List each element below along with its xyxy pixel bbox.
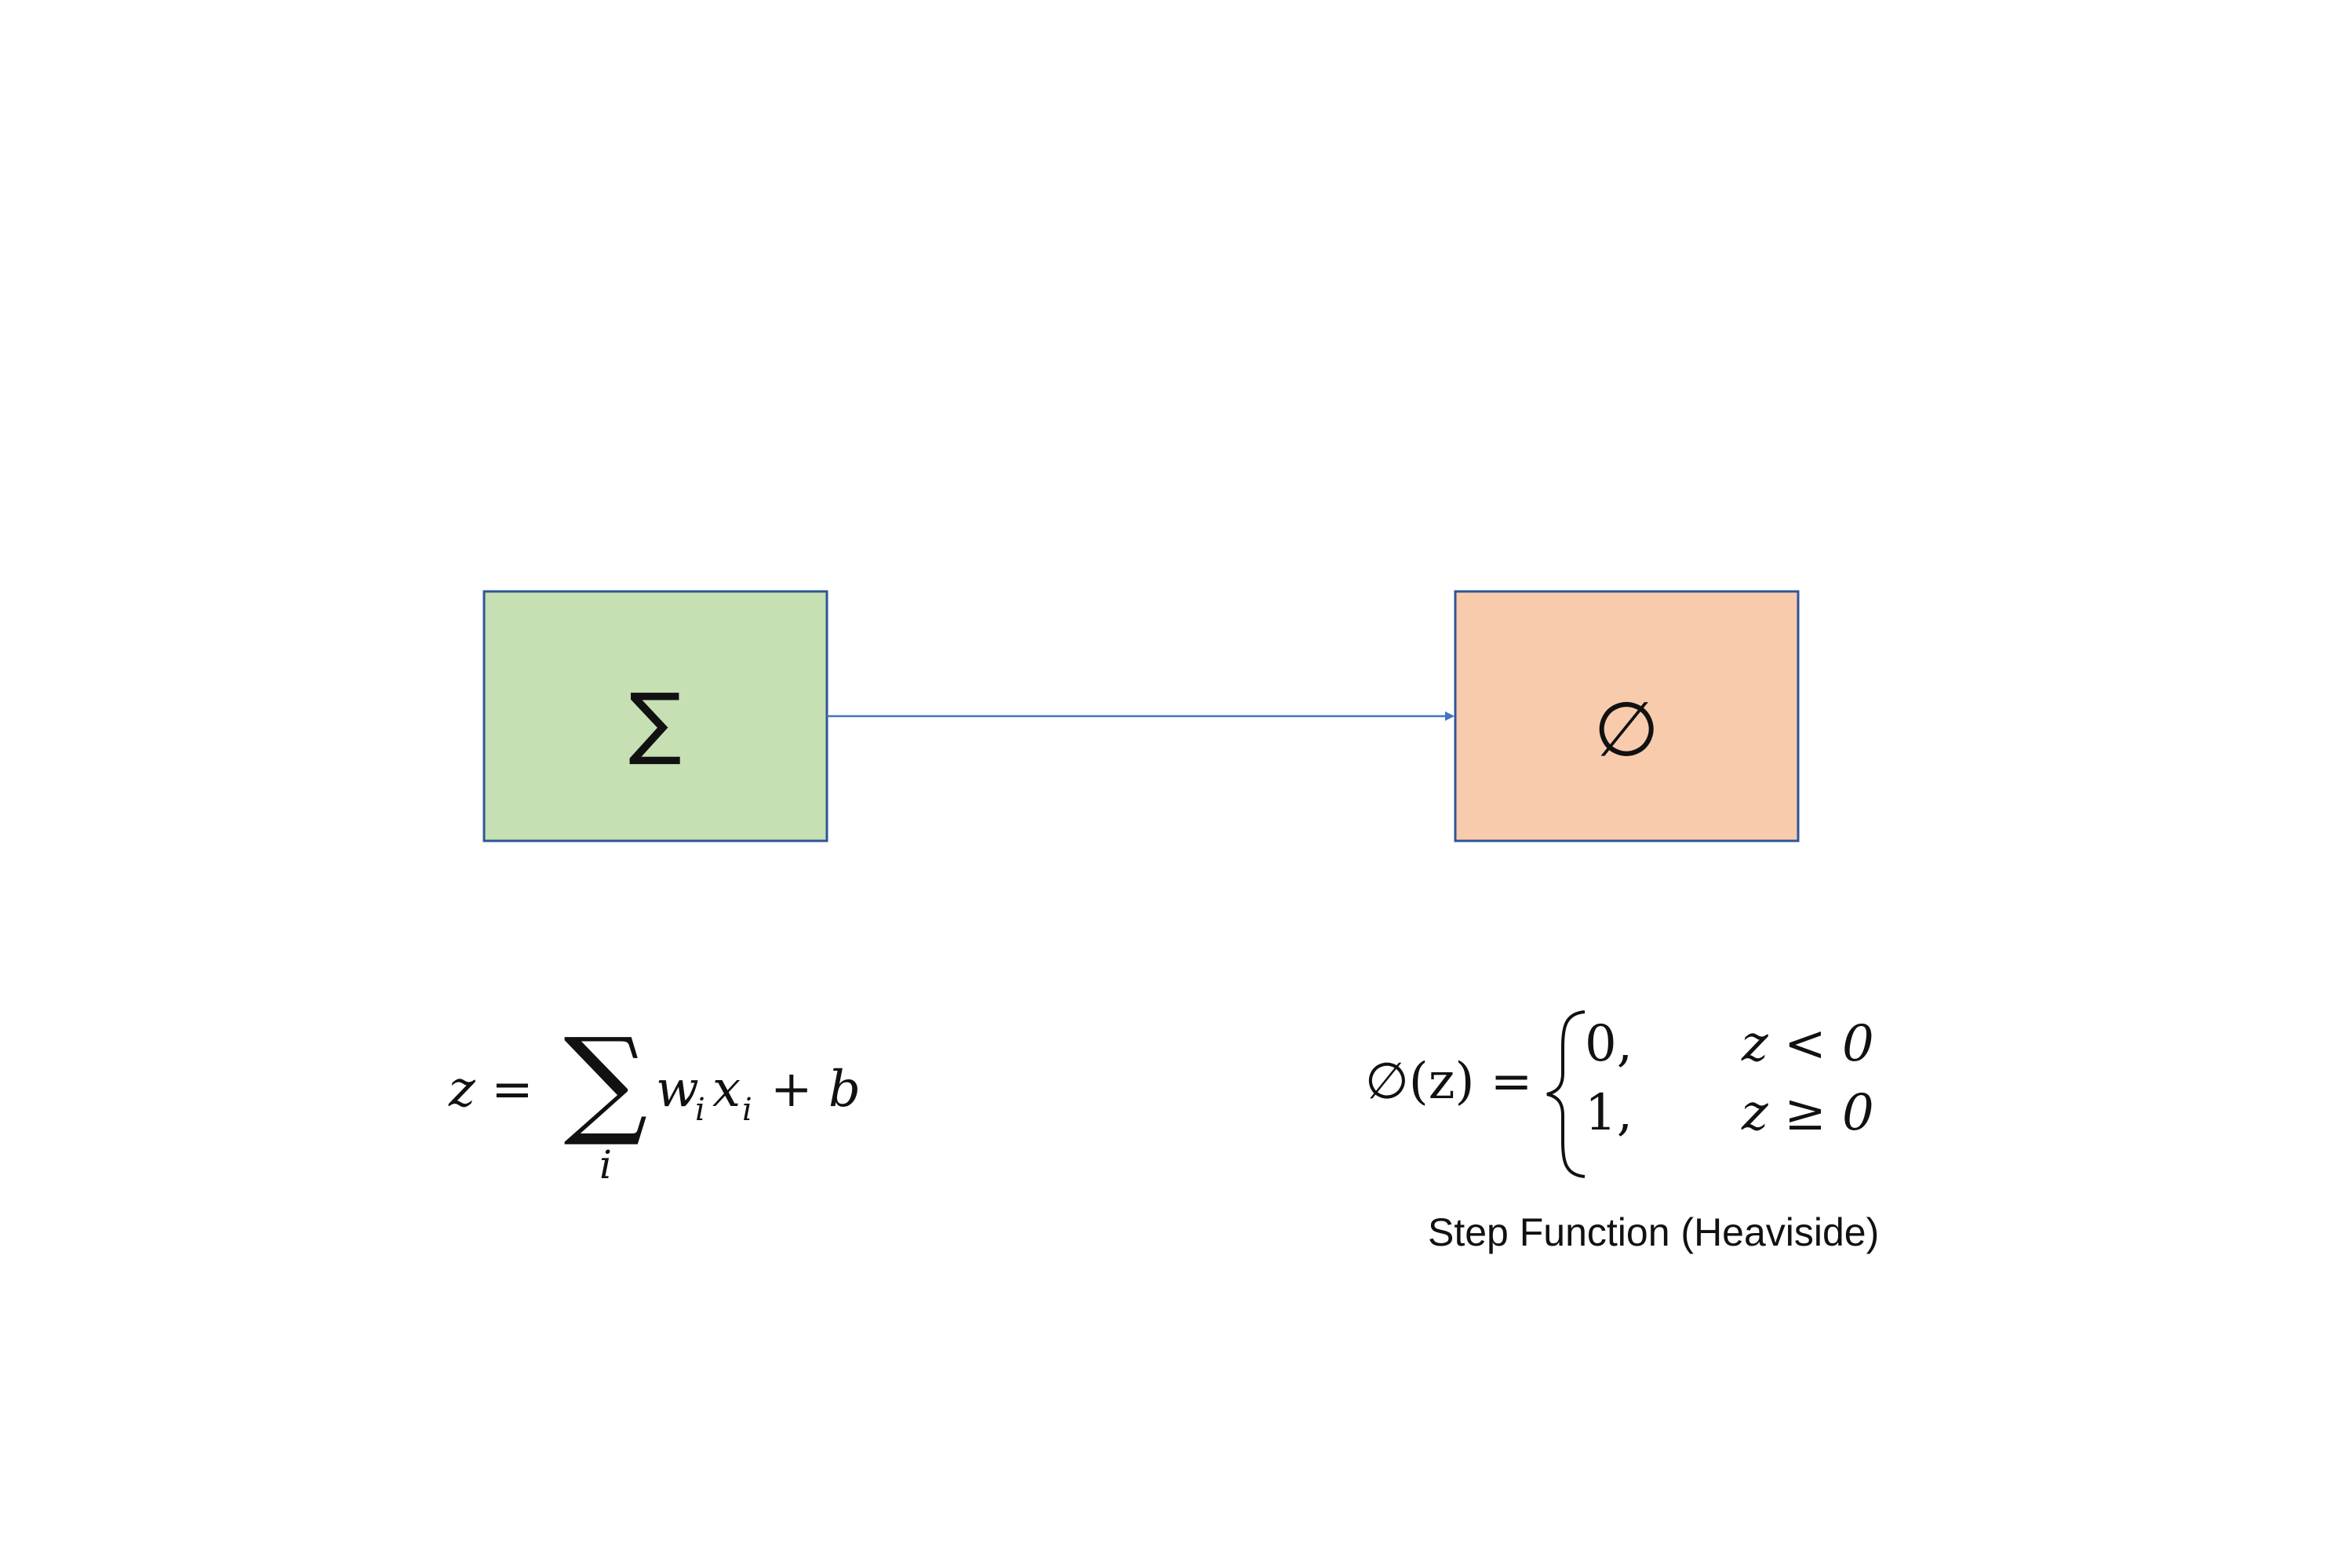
summation-box <box>482 590 828 842</box>
formula-weight: w <box>656 1060 699 1119</box>
activation-box <box>1454 590 1800 842</box>
formula-bias-term: + b <box>770 1060 861 1119</box>
formula-weight-subscript: i <box>695 1092 705 1128</box>
summation-node: ∑ <box>482 590 828 842</box>
step-function-caption: Step Function (Heaviside) <box>1428 1210 1879 1254</box>
summation-symbol: ∑ <box>628 676 681 768</box>
activation-node: ∅ <box>1454 590 1800 842</box>
formula-lhs: z = <box>448 1060 533 1119</box>
weighted-sum-formula: z = ∑ i w i x i + b <box>448 1013 861 1188</box>
activation-symbol: ∅ <box>1593 686 1659 773</box>
step-case-2-condition: z ≥ 0 <box>1741 1084 1874 1142</box>
formula-input-subscript: i <box>742 1092 752 1128</box>
formula-sum-index: i <box>599 1142 612 1188</box>
step-function-formula: ∅(z) = 0, z < 0 1, z ≥ 0 <box>1365 1010 1874 1178</box>
step-case-1-value: 0, <box>1585 1015 1633 1073</box>
step-case-2-value: 1, <box>1585 1084 1633 1142</box>
formula-input: x <box>712 1060 741 1119</box>
formula-sum-operator: ∑ <box>563 1013 647 1150</box>
step-case-1-condition: z < 0 <box>1741 1015 1874 1073</box>
step-lhs: ∅(z) = <box>1365 1053 1532 1111</box>
cases-brace <box>1546 1010 1586 1178</box>
